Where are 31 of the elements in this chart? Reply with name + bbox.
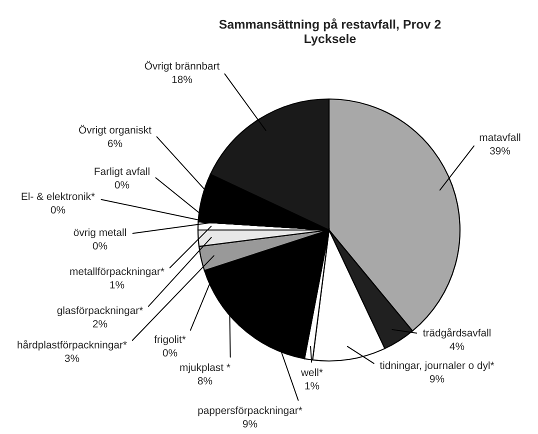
- slice-label: Övrigt organiskt: [79, 124, 152, 136]
- slice-label: hårdplastförpackningar*: [18, 340, 127, 351]
- slice-label: well*: [300, 368, 323, 376]
- slice-label: matavfall: [480, 133, 520, 142]
- data-label: 3%: [64, 354, 80, 362]
- data-label: 18%: [172, 76, 192, 84]
- category-label: El- & elektronik*: [22, 192, 95, 200]
- category-label: frigolit*: [154, 335, 186, 346]
- slice-label: metallförpackningar*: [70, 267, 164, 278]
- category-label: Farligt avfall: [94, 167, 150, 178]
- data-label: 9%: [430, 375, 444, 383]
- slice-label: pappersförpackningar*: [198, 406, 302, 416]
- text: 0%: [92, 242, 108, 250]
- data-label: 8%: [198, 377, 212, 385]
- slice-label: Övrigt brännbart: [144, 60, 220, 72]
- text: 0%: [114, 181, 130, 189]
- slice-label: glasförpackningar*: [57, 306, 143, 316]
- category-label: övrig metall: [74, 228, 126, 238]
- data-label: 9%: [242, 420, 258, 428]
- data-label: 6%: [108, 140, 122, 148]
- data-label: 4%: [450, 342, 464, 350]
- slice-label: mjukplast *: [180, 363, 230, 374]
- data-label: 1%: [305, 382, 320, 390]
- data-label: 1%: [110, 281, 124, 288]
- text: 0%: [50, 206, 66, 214]
- slice-label: trädgårdsavfall: [423, 328, 490, 339]
- text: 0%: [162, 349, 178, 357]
- data-label: 2%: [92, 320, 108, 328]
- data-label: 39%: [490, 147, 510, 155]
- chart-title: Sammansättning på restavfall, Prov 2 Lycksele: [219, 18, 441, 46]
- slice-label: tidningar, journaler o dyl*: [380, 361, 494, 372]
